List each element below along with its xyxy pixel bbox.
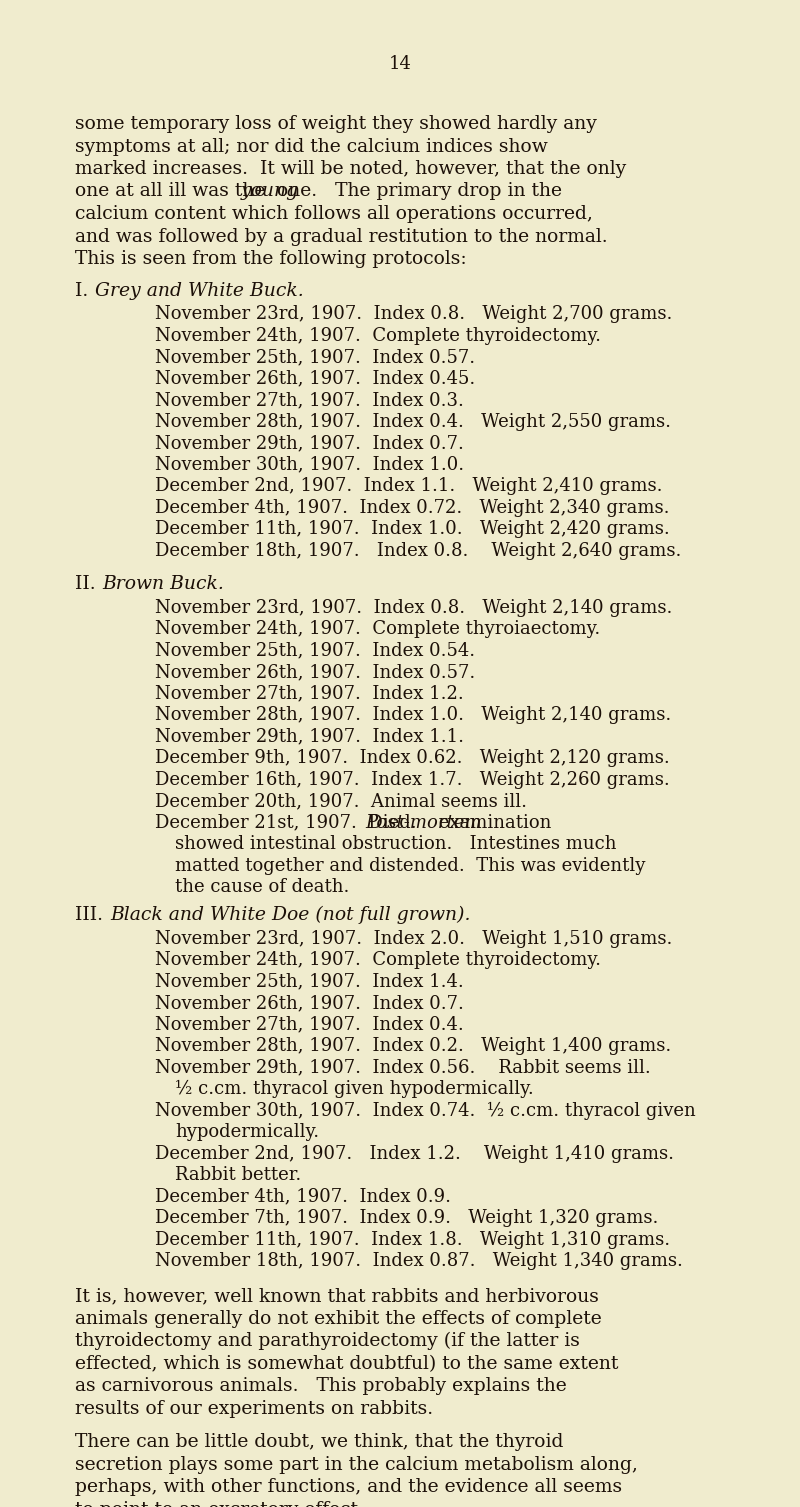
Text: III.: III. — [75, 906, 106, 924]
Text: young: young — [241, 182, 299, 200]
Text: one.   The primary drop in the: one. The primary drop in the — [271, 182, 562, 200]
Text: Grey and White Buck.: Grey and White Buck. — [95, 282, 304, 300]
Text: November 27th, 1907.  Index 1.2.: November 27th, 1907. Index 1.2. — [155, 684, 464, 702]
Text: November 27th, 1907.  Index 0.4.: November 27th, 1907. Index 0.4. — [155, 1016, 464, 1034]
Text: secretion plays some part in the calcium metabolism along,: secretion plays some part in the calcium… — [75, 1456, 638, 1474]
Text: some temporary loss of weight they showed hardly any: some temporary loss of weight they showe… — [75, 115, 597, 133]
Text: II.: II. — [75, 576, 99, 592]
Text: November 24th, 1907.  Complete thyroiaectomy.: November 24th, 1907. Complete thyroiaect… — [155, 619, 600, 637]
Text: November 28th, 1907.  Index 1.0.   Weight 2,140 grams.: November 28th, 1907. Index 1.0. Weight 2… — [155, 707, 671, 723]
Text: Brown Buck.: Brown Buck. — [102, 576, 224, 592]
Text: results of our experiments on rabbits.: results of our experiments on rabbits. — [75, 1400, 433, 1418]
Text: November 23rd, 1907.  Index 0.8.   Weight 2,140 grams.: November 23rd, 1907. Index 0.8. Weight 2… — [155, 598, 672, 616]
Text: November 23rd, 1907.  Index 0.8.   Weight 2,700 grams.: November 23rd, 1907. Index 0.8. Weight 2… — [155, 304, 672, 322]
Text: animals generally do not exhibit the effects of complete: animals generally do not exhibit the eff… — [75, 1310, 602, 1328]
Text: December 2nd, 1907.  Index 1.1.   Weight 2,410 grams.: December 2nd, 1907. Index 1.1. Weight 2,… — [155, 478, 662, 496]
Text: the cause of death.: the cause of death. — [175, 879, 350, 897]
Text: showed intestinal obstruction.   Intestines much: showed intestinal obstruction. Intestine… — [175, 835, 617, 853]
Text: November 25th, 1907.  Index 0.57.: November 25th, 1907. Index 0.57. — [155, 348, 475, 366]
Text: It is, however, well known that rabbits and herbivorous: It is, however, well known that rabbits … — [75, 1287, 599, 1305]
Text: November 30th, 1907.  Index 0.74.  ½ c.cm. thyracol given: November 30th, 1907. Index 0.74. ½ c.cm.… — [155, 1102, 696, 1120]
Text: marked increases.  It will be noted, however, that the only: marked increases. It will be noted, howe… — [75, 160, 626, 178]
Text: November 26th, 1907.  Index 0.45.: November 26th, 1907. Index 0.45. — [155, 369, 475, 387]
Text: November 24th, 1907.  Complete thyroidectomy.: November 24th, 1907. Complete thyroidect… — [155, 951, 601, 969]
Text: November 25th, 1907.  Index 0.54.: November 25th, 1907. Index 0.54. — [155, 642, 475, 660]
Text: November 28th, 1907.  Index 0.2.   Weight 1,400 grams.: November 28th, 1907. Index 0.2. Weight 1… — [155, 1037, 671, 1055]
Text: ½ c.cm. thyracol given hypodermically.: ½ c.cm. thyracol given hypodermically. — [175, 1081, 534, 1099]
Text: Rabbit better.: Rabbit better. — [175, 1166, 302, 1185]
Text: hypodermically.: hypodermically. — [175, 1123, 319, 1141]
Text: December 9th, 1907.  Index 0.62.   Weight 2,120 grams.: December 9th, 1907. Index 0.62. Weight 2… — [155, 749, 670, 767]
Text: November 28th, 1907.  Index 0.4.   Weight 2,550 grams.: November 28th, 1907. Index 0.4. Weight 2… — [155, 413, 671, 431]
Text: November 29th, 1907.  Index 1.1.: November 29th, 1907. Index 1.1. — [155, 728, 464, 746]
Text: December 7th, 1907.  Index 0.9.   Weight 1,320 grams.: December 7th, 1907. Index 0.9. Weight 1,… — [155, 1209, 658, 1227]
Text: as carnivorous animals.   This probably explains the: as carnivorous animals. This probably ex… — [75, 1377, 566, 1395]
Text: November 30th, 1907.  Index 1.0.: November 30th, 1907. Index 1.0. — [155, 455, 464, 473]
Text: December 18th, 1907.   Index 0.8.    Weight 2,640 grams.: December 18th, 1907. Index 0.8. Weight 2… — [155, 541, 682, 559]
Text: Post-mortem: Post-mortem — [365, 814, 482, 832]
Text: November 29th, 1907.  Index 0.7.: November 29th, 1907. Index 0.7. — [155, 434, 464, 452]
Text: November 25th, 1907.  Index 1.4.: November 25th, 1907. Index 1.4. — [155, 972, 464, 990]
Text: I.: I. — [75, 282, 92, 300]
Text: This is seen from the following protocols:: This is seen from the following protocol… — [75, 250, 466, 268]
Text: calcium content which follows all operations occurred,: calcium content which follows all operat… — [75, 205, 593, 223]
Text: December 4th, 1907.  Index 0.9.: December 4th, 1907. Index 0.9. — [155, 1188, 451, 1206]
Text: November 27th, 1907.  Index 0.3.: November 27th, 1907. Index 0.3. — [155, 392, 464, 408]
Text: one at all ill was the: one at all ill was the — [75, 182, 271, 200]
Text: examination: examination — [433, 814, 551, 832]
Text: December 4th, 1907.  Index 0.72.   Weight 2,340 grams.: December 4th, 1907. Index 0.72. Weight 2… — [155, 499, 670, 517]
Text: December 21st, 1907.  Died.: December 21st, 1907. Died. — [155, 814, 434, 832]
Text: perhaps, with other functions, and the evidence all seems: perhaps, with other functions, and the e… — [75, 1478, 622, 1496]
Text: December 11th, 1907.  Index 1.8.   Weight 1,310 grams.: December 11th, 1907. Index 1.8. Weight 1… — [155, 1231, 670, 1249]
Text: November 23rd, 1907.  Index 2.0.   Weight 1,510 grams.: November 23rd, 1907. Index 2.0. Weight 1… — [155, 930, 672, 948]
Text: There can be little doubt, we think, that the thyroid: There can be little doubt, we think, tha… — [75, 1433, 563, 1451]
Text: matted together and distended.  This was evidently: matted together and distended. This was … — [175, 856, 646, 874]
Text: effected, which is somewhat doubtful) to the same extent: effected, which is somewhat doubtful) to… — [75, 1355, 618, 1373]
Text: symptoms at all; nor did the calcium indices show: symptoms at all; nor did the calcium ind… — [75, 137, 548, 155]
Text: November 29th, 1907.  Index 0.56.    Rabbit seems ill.: November 29th, 1907. Index 0.56. Rabbit … — [155, 1058, 650, 1076]
Text: December 2nd, 1907.   Index 1.2.    Weight 1,410 grams.: December 2nd, 1907. Index 1.2. Weight 1,… — [155, 1145, 674, 1162]
Text: thyroidectomy and parathyroidectomy (if the latter is: thyroidectomy and parathyroidectomy (if … — [75, 1332, 580, 1350]
Text: Black and White Doe (not full grown).: Black and White Doe (not full grown). — [110, 906, 470, 924]
Text: to point to an excretory effect.: to point to an excretory effect. — [75, 1501, 364, 1507]
Text: November 18th, 1907.  Index 0.87.   Weight 1,340 grams.: November 18th, 1907. Index 0.87. Weight … — [155, 1252, 683, 1270]
Text: November 26th, 1907.  Index 0.7.: November 26th, 1907. Index 0.7. — [155, 995, 464, 1013]
Text: December 16th, 1907.  Index 1.7.   Weight 2,260 grams.: December 16th, 1907. Index 1.7. Weight 2… — [155, 770, 670, 788]
Text: 14: 14 — [389, 54, 411, 72]
Text: November 26th, 1907.  Index 0.57.: November 26th, 1907. Index 0.57. — [155, 663, 475, 681]
Text: November 24th, 1907.  Complete thyroidectomy.: November 24th, 1907. Complete thyroidect… — [155, 327, 601, 345]
Text: and was followed by a gradual restitution to the normal.: and was followed by a gradual restitutio… — [75, 228, 608, 246]
Text: December 20th, 1907.  Animal seems ill.: December 20th, 1907. Animal seems ill. — [155, 793, 527, 811]
Text: December 11th, 1907.  Index 1.0.   Weight 2,420 grams.: December 11th, 1907. Index 1.0. Weight 2… — [155, 520, 670, 538]
